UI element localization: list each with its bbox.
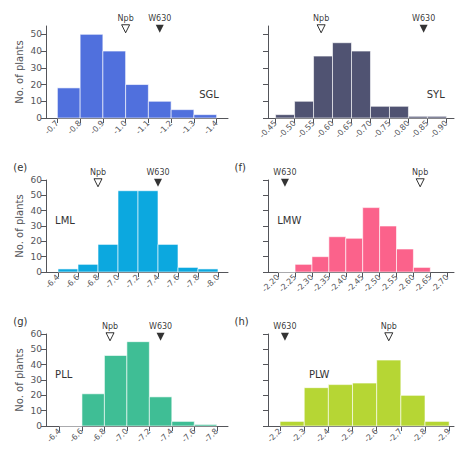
svg-text:(f): (f) xyxy=(235,162,246,173)
svg-text:Npb: Npb xyxy=(381,322,397,331)
svg-text:SGL: SGL xyxy=(199,89,219,100)
svg-text:-6.8: -6.8 xyxy=(84,273,101,290)
svg-text:50: 50 xyxy=(31,344,43,354)
svg-text:0: 0 xyxy=(36,113,42,123)
svg-text:Npb: Npb xyxy=(90,168,106,177)
svg-text:-0.90: -0.90 xyxy=(429,119,450,140)
svg-text:-2.30: -2.30 xyxy=(294,273,315,294)
svg-text:-7.4: -7.4 xyxy=(144,273,161,290)
svg-text:LML: LML xyxy=(55,215,75,226)
svg-text:-1.4: -1.4 xyxy=(202,119,219,136)
svg-text:40: 40 xyxy=(31,360,43,370)
svg-text:-2.55: -2.55 xyxy=(379,273,400,294)
svg-text:-6.4: -6.4 xyxy=(45,427,62,444)
svg-text:PLL: PLL xyxy=(55,369,73,380)
svg-text:30: 30 xyxy=(31,375,43,385)
svg-text:30: 30 xyxy=(31,63,43,73)
svg-text:-1.3: -1.3 xyxy=(180,119,197,136)
svg-text:-2.5: -2.5 xyxy=(338,427,355,444)
svg-text:-2.35: -2.35 xyxy=(311,273,332,294)
svg-text:-6.4: -6.4 xyxy=(44,273,61,290)
svg-text:20: 20 xyxy=(31,390,43,400)
svg-text:-7.8: -7.8 xyxy=(184,273,201,290)
svg-text:-0.9: -0.9 xyxy=(89,119,106,136)
svg-text:-2.50: -2.50 xyxy=(362,273,383,294)
svg-text:20: 20 xyxy=(31,80,43,90)
svg-text:-7.0: -7.0 xyxy=(113,427,130,444)
svg-text:-8.0: -8.0 xyxy=(204,273,221,290)
svg-text:-2.6: -2.6 xyxy=(362,427,379,444)
svg-text:30: 30 xyxy=(31,221,43,231)
svg-text:SYL: SYL xyxy=(427,89,445,100)
svg-text:10: 10 xyxy=(31,96,43,106)
svg-text:50: 50 xyxy=(31,29,43,39)
svg-text:-2.65: -2.65 xyxy=(413,273,434,294)
svg-text:-7.8: -7.8 xyxy=(203,427,220,444)
svg-text:-0.55: -0.55 xyxy=(296,119,317,140)
svg-text:Npb: Npb xyxy=(102,322,118,331)
svg-text:-0.85: -0.85 xyxy=(410,119,431,140)
svg-text:W630: W630 xyxy=(148,14,171,23)
svg-text:-7.4: -7.4 xyxy=(158,427,175,444)
svg-text:60: 60 xyxy=(31,175,43,185)
svg-text:W630: W630 xyxy=(273,322,296,331)
svg-text:(g): (g) xyxy=(13,316,27,327)
svg-text:10: 10 xyxy=(31,406,43,416)
svg-text:W630: W630 xyxy=(273,168,296,177)
svg-text:-2.60: -2.60 xyxy=(396,273,417,294)
svg-text:-2.9: -2.9 xyxy=(435,427,452,444)
svg-text:-6.6: -6.6 xyxy=(64,273,81,290)
svg-text:W630: W630 xyxy=(146,168,169,177)
svg-text:-2.25: -2.25 xyxy=(277,273,298,294)
svg-text:-0.60: -0.60 xyxy=(315,119,336,140)
svg-text:PLW: PLW xyxy=(309,369,330,380)
svg-text:-7.2: -7.2 xyxy=(124,273,141,290)
svg-text:W630: W630 xyxy=(412,14,435,23)
svg-text:0: 0 xyxy=(36,421,42,431)
svg-text:-2.4: -2.4 xyxy=(314,427,331,444)
svg-text:-7.6: -7.6 xyxy=(180,427,197,444)
svg-text:10: 10 xyxy=(31,252,43,262)
svg-text:-2.20: -2.20 xyxy=(260,273,281,294)
svg-text:-1.2: -1.2 xyxy=(157,119,174,136)
svg-text:(e): (e) xyxy=(13,162,27,173)
svg-text:50: 50 xyxy=(31,190,43,200)
svg-text:-2.40: -2.40 xyxy=(328,273,349,294)
svg-text:-6.6: -6.6 xyxy=(68,427,85,444)
svg-text:(h): (h) xyxy=(235,316,249,327)
svg-text:-2.7: -2.7 xyxy=(387,427,404,444)
svg-text:No. of plants: No. of plants xyxy=(14,194,25,257)
svg-text:40: 40 xyxy=(31,46,43,56)
svg-text:-0.50: -0.50 xyxy=(277,119,298,140)
svg-text:-0.7: -0.7 xyxy=(43,119,60,136)
svg-text:-0.75: -0.75 xyxy=(372,119,393,140)
svg-text:-0.80: -0.80 xyxy=(391,119,412,140)
svg-text:-0.65: -0.65 xyxy=(334,119,355,140)
svg-text:-7.2: -7.2 xyxy=(135,427,152,444)
svg-text:-0.70: -0.70 xyxy=(353,119,374,140)
svg-text:LMW: LMW xyxy=(277,215,301,226)
svg-text:Npb: Npb xyxy=(412,168,428,177)
svg-text:No. of plants: No. of plants xyxy=(14,40,25,103)
svg-text:-2.45: -2.45 xyxy=(345,273,366,294)
svg-text:-1.0: -1.0 xyxy=(111,119,128,136)
svg-text:No. of plants: No. of plants xyxy=(14,348,25,411)
svg-text:-0.45: -0.45 xyxy=(258,119,279,140)
svg-text:-2.8: -2.8 xyxy=(411,427,428,444)
svg-text:Npb: Npb xyxy=(313,14,329,23)
svg-text:-2.3: -2.3 xyxy=(290,427,307,444)
svg-text:-0.8: -0.8 xyxy=(66,119,83,136)
svg-text:60: 60 xyxy=(31,329,43,339)
svg-text:-1.1: -1.1 xyxy=(134,119,151,136)
svg-text:-2.2: -2.2 xyxy=(266,427,283,444)
svg-text:-7.0: -7.0 xyxy=(104,273,121,290)
svg-text:-7.6: -7.6 xyxy=(164,273,181,290)
svg-text:Npb: Npb xyxy=(118,14,134,23)
svg-text:-6.8: -6.8 xyxy=(90,427,107,444)
svg-text:40: 40 xyxy=(31,206,43,216)
svg-text:W630: W630 xyxy=(149,322,172,331)
svg-text:20: 20 xyxy=(31,236,43,246)
svg-text:0: 0 xyxy=(36,267,42,277)
svg-text:-2.70: -2.70 xyxy=(429,273,450,294)
